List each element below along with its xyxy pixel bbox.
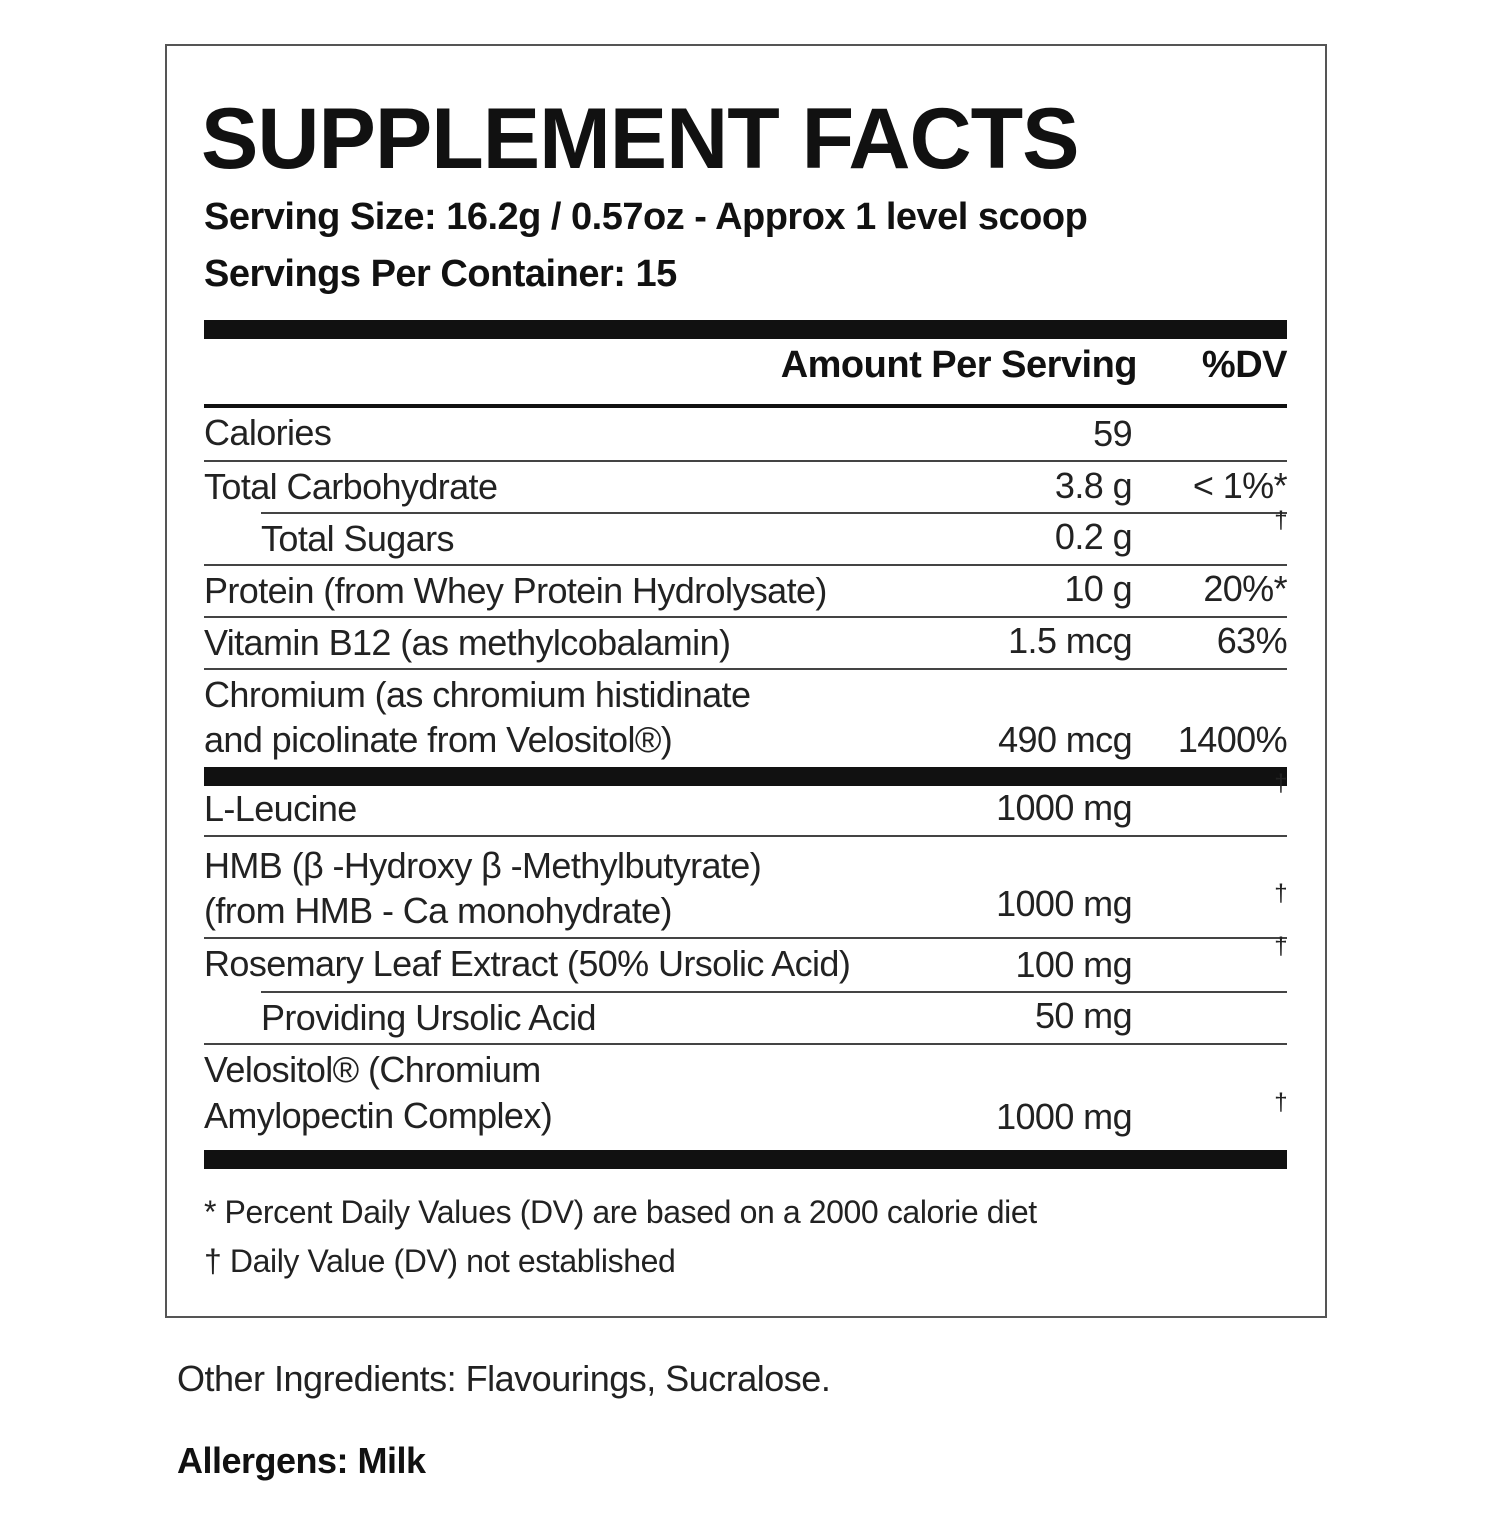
other-ingredients: Other Ingredients: Flavourings, Sucralos… (177, 1358, 831, 1399)
ingredient-row-ursolic-acid: Providing Ursolic Acid 50 mg (204, 993, 1287, 1045)
footnote-dv-not-established: † Daily Value (DV) not established (204, 1243, 676, 1279)
dv-header: %DV (1201, 344, 1288, 386)
divider-medium (204, 404, 1287, 408)
nutrient-row-total-sugars: Total Sugars 0.2 g † (204, 507, 1288, 566)
nutrient-row-chromium: Chromium (as chromium histidinate and pi… (204, 674, 1288, 760)
divider-thick (204, 320, 1287, 339)
nutrient-row-calories: Calories 59 (204, 412, 1133, 454)
panel-title: SUPPLEMENT FACTS (201, 91, 1080, 187)
nutrient-row-total-carbohydrate: Total Carbohydrate 3.8 g < 1%* (204, 465, 1288, 507)
ingredient-row-rosemary-leaf-extract: Rosemary Leaf Extract (50% Ursolic Acid)… (204, 933, 1288, 985)
allergens: Allergens: Milk (177, 1440, 426, 1481)
supplement-facts-panel: SUPPLEMENT FACTS Serving Size: 16.2g / 0… (165, 44, 1327, 1318)
ingredient-row-l-leucine: L-Leucine 1000 mg † (204, 770, 1288, 837)
divider-thick (204, 767, 1287, 786)
column-header: Amount Per Serving %DV (204, 344, 1288, 404)
divider (204, 460, 1287, 462)
divider-thick (204, 1150, 1287, 1169)
divider (261, 991, 1287, 993)
nutrient-row-protein: Protein (from Whey Protein Hydrolysate) … (204, 566, 1288, 618)
divider (261, 512, 1287, 514)
amount-header: Amount Per Serving (780, 344, 1138, 386)
serving-size: Serving Size: 16.2g / 0.57oz - Approx 1 … (204, 196, 1088, 238)
servings-per-container: Servings Per Container: 15 (204, 253, 677, 295)
ingredient-row-velositol: Velositol® (Chromium Amylopectin Complex… (204, 1049, 1288, 1137)
footnote-dv-basis: * Percent Daily Values (DV) are based on… (204, 1194, 1037, 1230)
ingredient-row-hmb: HMB (β -Hydroxy β -Methylbutyrate) (from… (204, 837, 1288, 939)
nutrient-row-vitamin-b12: Vitamin B12 (as methylcobalamin) 1.5 mcg… (204, 618, 1288, 670)
